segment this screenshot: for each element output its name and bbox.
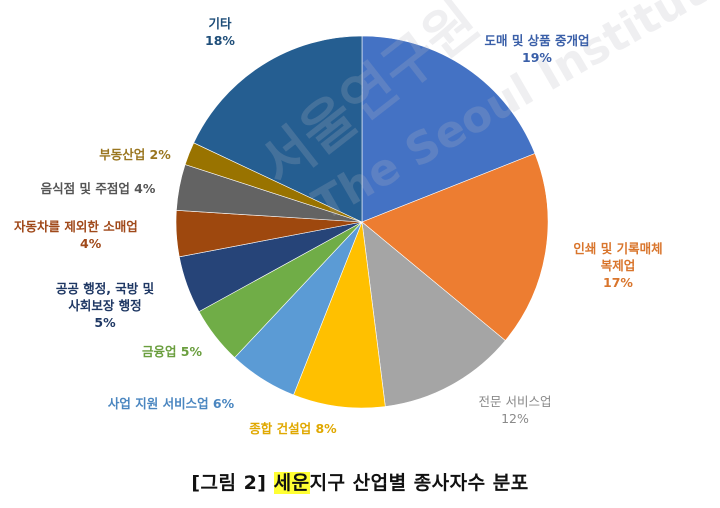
label-public-admin-pct: 5%	[94, 315, 116, 330]
label-professional-pct: 12%	[501, 411, 529, 426]
caption-suffix: 지구 산업별 종사자수 분포	[309, 472, 529, 494]
label-printing-line1: 인쇄 및 기록매체	[573, 241, 663, 256]
caption-highlight: 세운	[273, 472, 310, 494]
label-printing-pct: 17%	[603, 275, 633, 290]
figure-caption: [그림 2] 세운지구 산업별 종사자수 분포	[0, 468, 720, 495]
label-printing-line2: 복제업	[600, 258, 636, 273]
pie-slice	[361, 153, 549, 341]
pie-slice	[361, 35, 536, 223]
label-food: 음식점 및 주점업 4%	[40, 181, 156, 196]
label-retail-line1: 자동차를 제외한 소매업	[14, 219, 138, 234]
label-wholesale-pct: 19%	[522, 50, 552, 65]
pie-slice	[293, 221, 386, 409]
pie-slice	[193, 35, 363, 223]
label-real-estate: 부동산업 2%	[99, 147, 171, 162]
label-professional-name: 전문 서비스업	[478, 394, 552, 409]
label-public-admin: 공공 행정, 국방 및 사회보장 행정 5%	[40, 280, 170, 331]
caption-prefix: [그림 2]	[191, 472, 274, 494]
label-retail-pct: 4%	[80, 236, 102, 251]
label-wholesale: 도매 및 상품 중개업 19%	[452, 32, 622, 66]
pie-slice	[361, 221, 506, 407]
label-finance: 금융업 5%	[141, 344, 203, 359]
label-construction: 종합 건설업 8%	[249, 421, 337, 436]
label-business-support: 사업 지원 서비스업 6%	[107, 396, 235, 411]
label-professional: 전문 서비스업 12%	[455, 393, 575, 427]
label-printing: 인쇄 및 기록매체 복제업 17%	[548, 240, 688, 291]
label-retail: 자동차를 제외한 소매업 4%	[14, 218, 174, 252]
label-public-admin-line1: 공공 행정, 국방 및	[55, 281, 155, 296]
label-other-pct: 18%	[205, 33, 235, 48]
label-other: 기타 18%	[190, 15, 250, 49]
label-wholesale-name: 도매 및 상품 중개업	[484, 33, 590, 48]
label-public-admin-line2: 사회보장 행정	[68, 298, 142, 313]
label-other-name: 기타	[208, 16, 232, 31]
